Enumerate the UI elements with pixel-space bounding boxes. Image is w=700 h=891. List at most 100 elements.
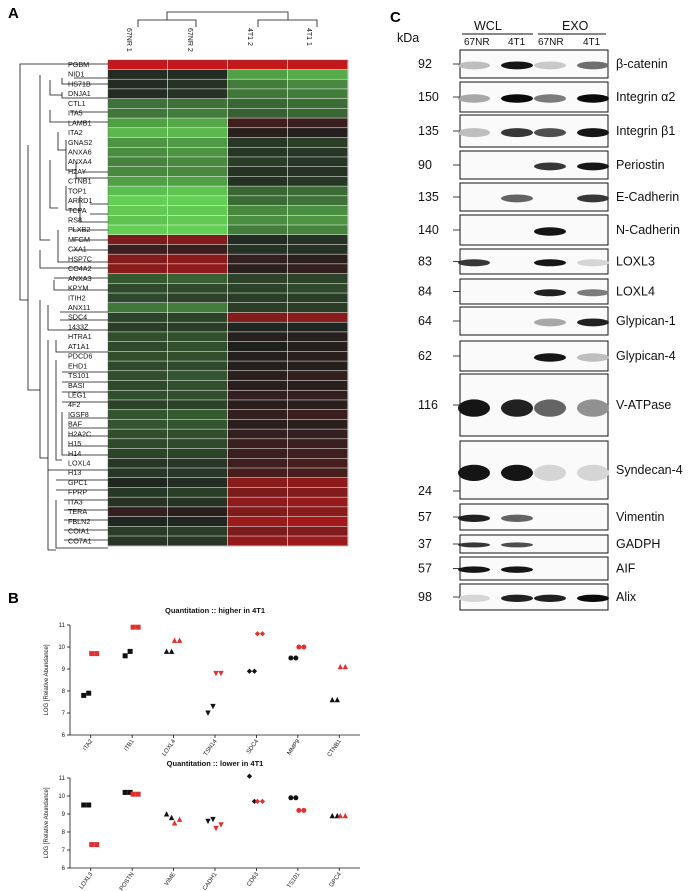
heatmap-cell xyxy=(168,468,228,478)
heatmap-cell xyxy=(108,516,168,527)
kda-value: 57 xyxy=(418,510,432,524)
heatmap-cell xyxy=(108,400,168,410)
blot-strip: Alix 98 xyxy=(418,583,637,611)
group-label-wcl: WCL xyxy=(474,19,502,33)
lane-label-wcl-4t1: 4T1 xyxy=(508,37,526,48)
heatmap-cell xyxy=(228,293,288,303)
heatmap-cell xyxy=(288,244,348,254)
heatmap-cell xyxy=(288,380,348,390)
heatmap-cell xyxy=(288,468,348,478)
gene-label: NID1 xyxy=(68,70,84,79)
blot-strip: Integrin α2 150 xyxy=(418,81,675,113)
blot-strip: β-catenin 92 xyxy=(418,49,668,79)
heatmap-cell xyxy=(288,215,348,225)
heatmap-cell xyxy=(168,380,228,390)
gene-label: HTRA1 xyxy=(68,332,92,341)
x-tick-label: TS101 xyxy=(286,871,301,889)
heatmap-cell xyxy=(228,128,288,138)
heatmap-cell xyxy=(228,458,288,468)
heatmap-cell xyxy=(288,439,348,449)
heatmap-cell xyxy=(168,448,228,459)
heatmap-cell xyxy=(168,390,228,400)
heatmap-cell xyxy=(108,89,168,99)
band xyxy=(534,353,566,362)
heatmap-cell xyxy=(288,448,348,459)
blot-strip: GADPH 37 xyxy=(418,534,660,554)
heatmap-cell xyxy=(108,380,168,390)
heatmap-cell xyxy=(288,361,348,371)
heatmap-cell xyxy=(228,225,288,235)
blot-label: Alix xyxy=(616,590,637,604)
heatmap-cell xyxy=(168,196,228,206)
data-point xyxy=(246,773,253,779)
heatmap-cell xyxy=(228,264,288,274)
data-point xyxy=(218,670,224,677)
x-tick-label: TSN14 xyxy=(203,738,219,757)
gene-label: 1433Z xyxy=(68,322,89,331)
band xyxy=(458,464,490,482)
blot-strip: V-ATPase 116 xyxy=(418,373,671,437)
heatmap-cell xyxy=(228,516,288,527)
heatmap-cell xyxy=(228,351,288,361)
heatmap-cell xyxy=(168,526,228,536)
x-tick-label: ITA2 xyxy=(82,738,94,752)
heatmap-cell xyxy=(168,341,228,352)
heatmap-cell xyxy=(168,283,228,293)
y-tick-label: 10 xyxy=(58,794,65,800)
data-point xyxy=(342,663,348,670)
data-point xyxy=(176,637,183,643)
heatmap-cell xyxy=(228,196,288,206)
kda-value: 83 xyxy=(418,255,432,269)
band xyxy=(458,514,490,522)
blot-strip: N-Cadherin 140 xyxy=(418,214,680,246)
blot-strip: E-Cadherin 135 xyxy=(418,182,679,212)
band xyxy=(458,94,490,103)
heatmap-cell xyxy=(228,536,288,546)
blot-label: N-Cadherin xyxy=(616,223,680,237)
heatmap-cell xyxy=(288,79,348,89)
heatmap-cell xyxy=(288,128,348,138)
data-point xyxy=(127,648,133,654)
gene-label: FBLN2 xyxy=(68,517,90,526)
heatmap-cell xyxy=(168,303,228,313)
heatmap-cell xyxy=(168,176,228,186)
heatmap-cell xyxy=(288,497,348,507)
x-tick-label: CD63 xyxy=(246,871,260,888)
band xyxy=(534,128,566,138)
heatmap-cell xyxy=(108,166,168,177)
data-point xyxy=(213,825,219,832)
data-point xyxy=(130,791,136,797)
heatmap-cell xyxy=(228,390,288,400)
blot-strip: Glypican-1 64 xyxy=(418,306,676,336)
blot-label: Syndecan-4 xyxy=(616,463,683,477)
blot-strip: Glypican-4 62 xyxy=(418,340,676,372)
heatmap-cell xyxy=(168,166,228,177)
band xyxy=(501,594,533,602)
heatmap-cell xyxy=(288,234,348,245)
gene-label: LAMB1 xyxy=(68,118,92,127)
heatmap-cell xyxy=(108,477,168,488)
gene-label: H2AY xyxy=(68,167,86,176)
gene-label: ITA3 xyxy=(68,497,83,506)
gene-label: ANXA6 xyxy=(68,147,92,156)
data-point xyxy=(288,655,294,661)
heatmap-cell xyxy=(108,497,168,507)
x-tick-label: GPC4 xyxy=(329,871,344,888)
heatmap-cell xyxy=(228,361,288,371)
gene-label: PGBM xyxy=(68,60,89,69)
blot-label: β-catenin xyxy=(616,57,668,71)
heatmap-cell xyxy=(168,477,228,488)
data-point xyxy=(342,812,348,819)
heatmap-cell xyxy=(168,429,228,439)
heatmap-cell xyxy=(168,351,228,361)
heatmap-cell xyxy=(288,516,348,527)
heatmap-cell xyxy=(168,147,228,157)
heatmap-cell xyxy=(108,332,168,342)
heatmap-cell xyxy=(108,458,168,468)
gene-label: COIA1 xyxy=(68,527,90,536)
heatmap-cell xyxy=(168,497,228,507)
blot-label: V-ATPase xyxy=(616,398,671,412)
heatmap-column-headers: 67NR 1 67NR 2 4T1 2 4T1 1 xyxy=(125,28,312,52)
heatmap-cell xyxy=(288,409,348,420)
data-point xyxy=(337,663,343,670)
